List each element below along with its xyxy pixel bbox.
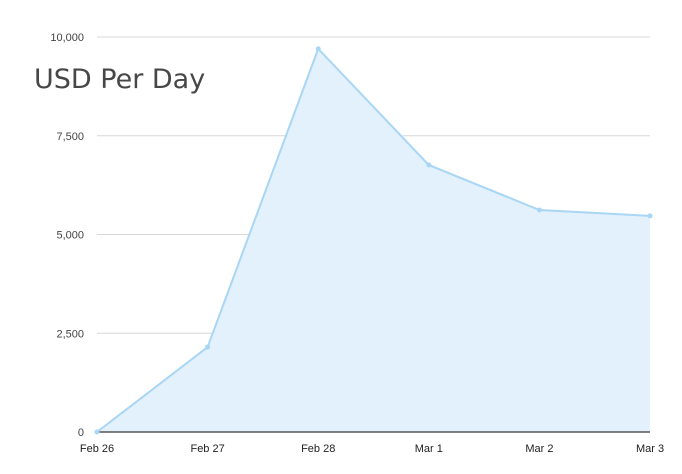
y-tick-label: 7,500 xyxy=(56,131,84,143)
data-point xyxy=(94,429,100,435)
y-tick-label: 0 xyxy=(78,427,84,439)
data-point xyxy=(205,344,211,350)
chart-title: USD Per Day xyxy=(34,64,206,95)
x-tick-label: Mar 2 xyxy=(525,443,553,455)
x-tick-label: Feb 27 xyxy=(190,443,224,455)
x-tick-label: Feb 28 xyxy=(301,443,335,455)
series-line xyxy=(96,47,651,433)
x-tick-label: Mar 3 xyxy=(636,443,664,455)
area-fill xyxy=(97,48,650,432)
y-tick-label: 10,000 xyxy=(50,32,84,44)
data-point xyxy=(536,207,542,213)
data-points xyxy=(94,46,653,435)
x-axis-ticks: Feb 26 Feb 27 Feb 28 Mar 1 Mar 2 Mar 3 xyxy=(80,443,664,455)
x-tick-label: Mar 1 xyxy=(415,443,443,455)
data-point xyxy=(315,46,321,52)
y-axis-ticks: 0 2,500 5,000 7,500 10,000 xyxy=(50,32,84,439)
data-point xyxy=(426,162,432,168)
y-tick-label: 5,000 xyxy=(56,230,84,242)
y-tick-label: 2,500 xyxy=(56,328,84,340)
data-point xyxy=(647,213,653,219)
x-tick-label: Feb 26 xyxy=(80,443,114,455)
